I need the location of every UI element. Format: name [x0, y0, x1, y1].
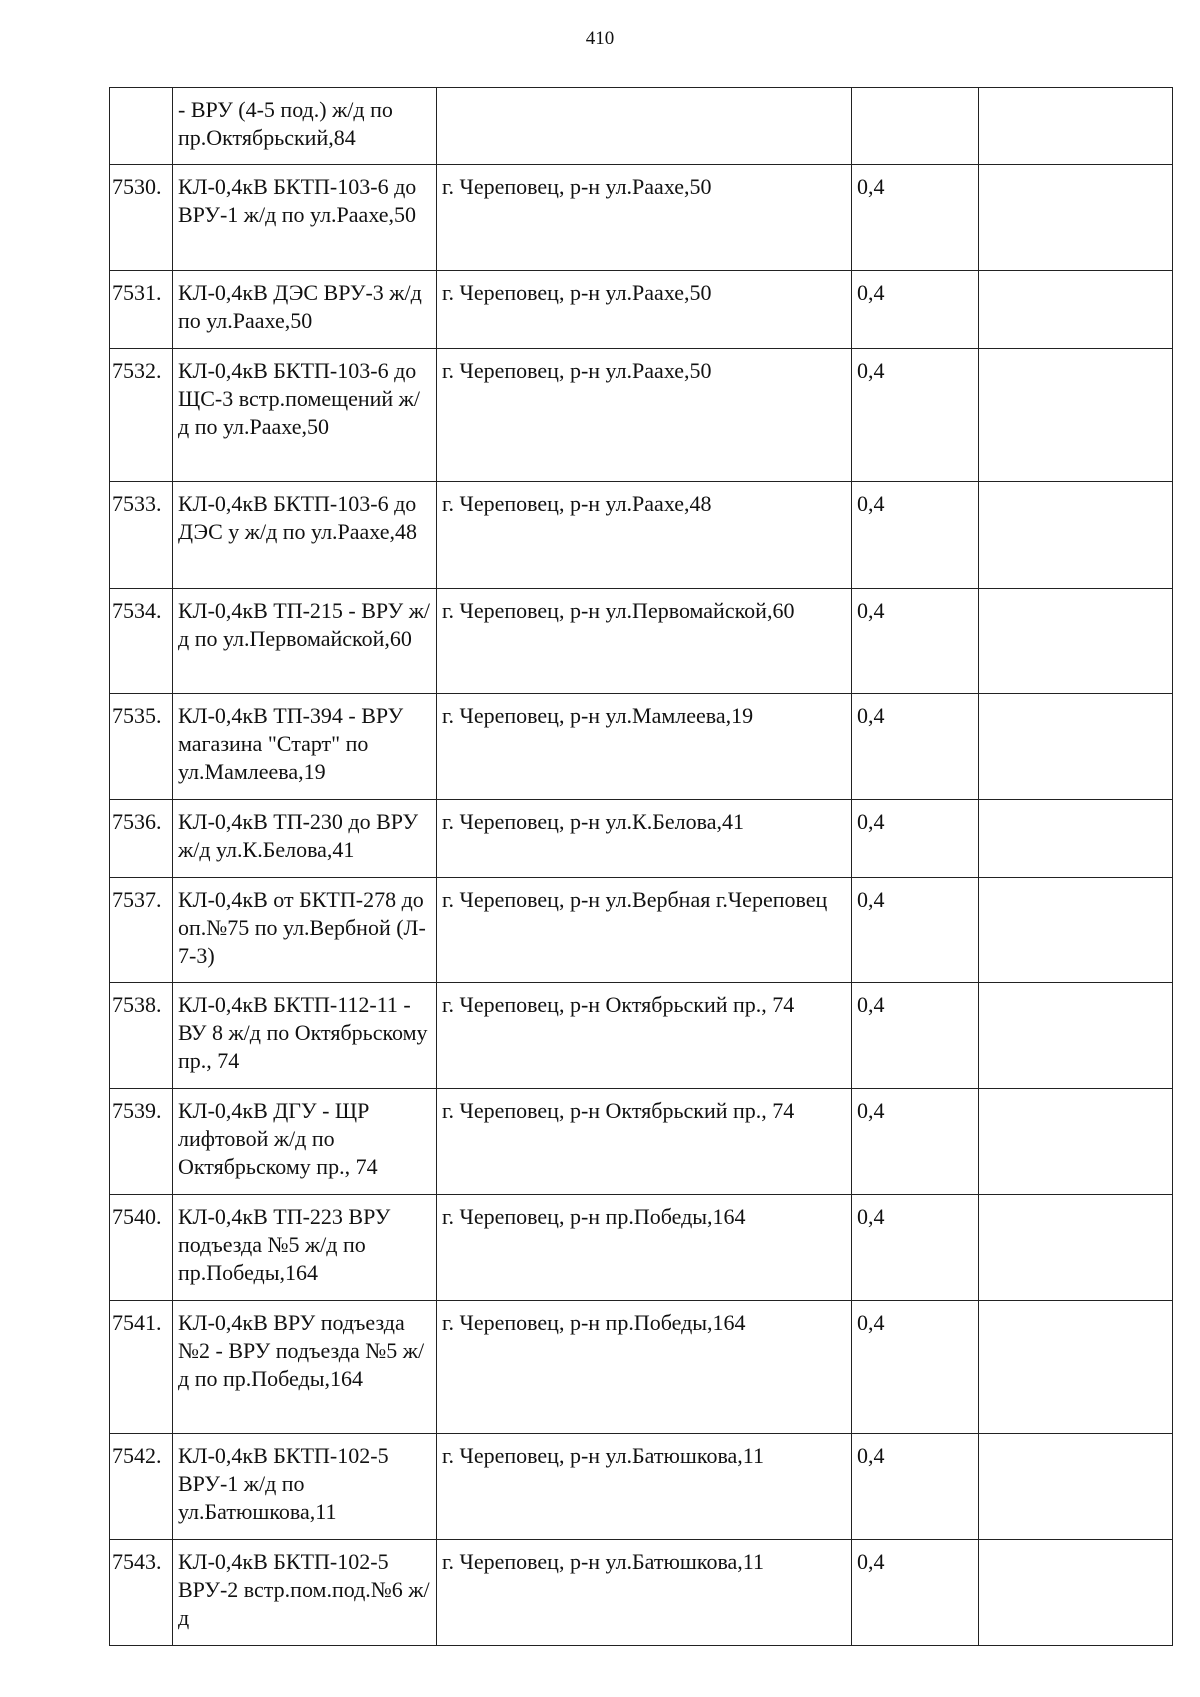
location-cell: г. Череповец, р-н пр.Победы,164 [436, 1194, 852, 1301]
empty-cell-cell [978, 693, 1173, 800]
line-name-cell: КЛ-0,4кВ ТП-230 до ВРУ ж/д ул.К.Белова,4… [172, 799, 437, 878]
line-name-cell: КЛ-0,4кВ ТП-223 ВРУ подъезда №5 ж/д по п… [172, 1194, 437, 1301]
empty-cell-cell [978, 87, 1173, 165]
line-name-cell: КЛ-0,4кВ БКТП-103-6 до ЩС-3 встр.помещен… [172, 348, 437, 482]
location-cell: г. Череповец, р-н ул.Вербная г.Череповец [436, 877, 852, 983]
location-cell: г. Череповец, р-н ул.Раахе,48 [436, 481, 852, 589]
empty-cell-cell [978, 1194, 1173, 1301]
voltage-cell: 0,4 [851, 982, 979, 1089]
location-cell: г. Череповец, р-н ул.Раахе,50 [436, 164, 852, 271]
empty-cell-cell [978, 348, 1173, 482]
line-name-cell: КЛ-0,4кВ БКТП-102-5 ВРУ-1 ж/д по ул.Батю… [172, 1433, 437, 1540]
voltage-cell: 0,4 [851, 1300, 979, 1434]
table-row: 7530. КЛ-0,4кВ БКТП-103-6 до ВРУ-1 ж/д по… [109, 164, 1173, 271]
location-cell: г. Череповец, р-н ул.Мамлеева,19 [436, 693, 852, 800]
row-number-cell: 7543. [109, 1539, 173, 1646]
location-cell: г. Череповец, р-н Октябрьский пр., 74 [436, 1088, 852, 1195]
table-row: 7533. КЛ-0,4кВ БКТП-103-6 до ДЭС у ж/д по… [109, 481, 1173, 589]
location-cell: г. Череповец, р-н Октябрьский пр., 74 [436, 982, 852, 1089]
page-number: 410 [585, 28, 615, 49]
location-cell: г. Череповец, р-н ул.Первомайской,60 [436, 588, 852, 694]
line-name-cell: КЛ-0,4кВ БКТП-103-6 до ДЭС у ж/д по ул.Р… [172, 481, 437, 589]
row-number-cell [109, 87, 173, 165]
table-row: 7540. КЛ-0,4кВ ТП-223 ВРУ подъезда №5 ж/д… [109, 1194, 1173, 1301]
voltage-cell: 0,4 [851, 1088, 979, 1195]
row-number-cell: 7538. [109, 982, 173, 1089]
row-number-cell: 7534. [109, 588, 173, 694]
table-row: 7538. КЛ-0,4кВ БКТП-112-11 - ВУ 8 ж/д по … [109, 982, 1173, 1089]
table-row: 7535. КЛ-0,4кВ ТП-394 - ВРУ магазина "Ста… [109, 693, 1173, 800]
location-cell: г. Череповец, р-н пр.Победы,164 [436, 1300, 852, 1434]
line-name-cell: КЛ-0,4кВ БКТП-112-11 - ВУ 8 ж/д по Октяб… [172, 982, 437, 1089]
table-row: 7536. КЛ-0,4кВ ТП-230 до ВРУ ж/д ул.К.Бел… [109, 799, 1173, 878]
empty-cell-cell [978, 1300, 1173, 1434]
voltage-cell: 0,4 [851, 1539, 979, 1646]
empty-cell-cell [978, 481, 1173, 589]
row-number-cell: 7537. [109, 877, 173, 983]
table-row: 7534. КЛ-0,4кВ ТП-215 - ВРУ ж/д по ул.Пер… [109, 588, 1173, 694]
line-name-cell: КЛ-0,4кВ БКТП-103-6 до ВРУ-1 ж/д по ул.Р… [172, 164, 437, 271]
row-number-cell: 7539. [109, 1088, 173, 1195]
line-name-cell: КЛ-0,4кВ ТП-394 - ВРУ магазина "Старт" п… [172, 693, 437, 800]
location-cell: г. Череповец, р-н ул.Батюшкова,11 [436, 1539, 852, 1646]
empty-cell-cell [978, 588, 1173, 694]
row-number-cell: 7536. [109, 799, 173, 878]
voltage-cell: 0,4 [851, 348, 979, 482]
row-number-cell: 7532. [109, 348, 173, 482]
empty-cell-cell [978, 877, 1173, 983]
line-name-cell: КЛ-0,4кВ от БКТП-278 до оп.№75 по ул.Вер… [172, 877, 437, 983]
voltage-cell: 0,4 [851, 1194, 979, 1301]
voltage-cell: 0,4 [851, 164, 979, 271]
line-name-cell: КЛ-0,4кВ ТП-215 - ВРУ ж/д по ул.Первомай… [172, 588, 437, 694]
empty-cell-cell [978, 1539, 1173, 1646]
registry-table: - ВРУ (4-5 под.) ж/д по пр.Октябрьский,8… [109, 87, 1173, 1646]
voltage-cell [851, 87, 979, 165]
table-row: 7543. КЛ-0,4кВ БКТП-102-5 ВРУ-2 встр.пом.… [109, 1539, 1173, 1646]
location-cell [436, 87, 852, 165]
location-cell: г. Череповец, р-н ул.Раахе,50 [436, 348, 852, 482]
voltage-cell: 0,4 [851, 1433, 979, 1540]
line-name-cell: - ВРУ (4-5 под.) ж/д по пр.Октябрьский,8… [172, 87, 437, 165]
table-row: 7541. КЛ-0,4кВ ВРУ подъезда №2 - ВРУ подъ… [109, 1300, 1173, 1434]
table-row: 7532. КЛ-0,4кВ БКТП-103-6 до ЩС-3 встр.по… [109, 348, 1173, 482]
row-number-cell: 7541. [109, 1300, 173, 1434]
voltage-cell: 0,4 [851, 270, 979, 349]
location-cell: г. Череповец, р-н ул.Батюшкова,11 [436, 1433, 852, 1540]
line-name-cell: КЛ-0,4кВ ДГУ - ЩР лифтовой ж/д по Октябр… [172, 1088, 437, 1195]
row-number-cell: 7531. [109, 270, 173, 349]
table-row: 7537. КЛ-0,4кВ от БКТП-278 до оп.№75 по у… [109, 877, 1173, 983]
table-row: 7539. КЛ-0,4кВ ДГУ - ЩР лифтовой ж/д по О… [109, 1088, 1173, 1195]
empty-cell-cell [978, 270, 1173, 349]
empty-cell-cell [978, 164, 1173, 271]
row-number-cell: 7542. [109, 1433, 173, 1540]
voltage-cell: 0,4 [851, 588, 979, 694]
empty-cell-cell [978, 1088, 1173, 1195]
table-row: - ВРУ (4-5 под.) ж/д по пр.Октябрьский,8… [109, 87, 1173, 165]
location-cell: г. Череповец, р-н ул.Раахе,50 [436, 270, 852, 349]
empty-cell-cell [978, 799, 1173, 878]
row-number-cell: 7540. [109, 1194, 173, 1301]
voltage-cell: 0,4 [851, 799, 979, 878]
row-number-cell: 7535. [109, 693, 173, 800]
empty-cell-cell [978, 1433, 1173, 1540]
table-row: 7531. КЛ-0,4кВ ДЭС ВРУ-3 ж/д по ул.Раахе,… [109, 270, 1173, 349]
table-row: 7542. КЛ-0,4кВ БКТП-102-5 ВРУ-1 ж/д по ул… [109, 1433, 1173, 1540]
voltage-cell: 0,4 [851, 877, 979, 983]
line-name-cell: КЛ-0,4кВ ДЭС ВРУ-3 ж/д по ул.Раахе,50 [172, 270, 437, 349]
voltage-cell: 0,4 [851, 481, 979, 589]
voltage-cell: 0,4 [851, 693, 979, 800]
line-name-cell: КЛ-0,4кВ ВРУ подъезда №2 - ВРУ подъезда … [172, 1300, 437, 1434]
row-number-cell: 7533. [109, 481, 173, 589]
location-cell: г. Череповец, р-н ул.К.Белова,41 [436, 799, 852, 878]
row-number-cell: 7530. [109, 164, 173, 271]
line-name-cell: КЛ-0,4кВ БКТП-102-5 ВРУ-2 встр.пом.под.№… [172, 1539, 437, 1646]
empty-cell-cell [978, 982, 1173, 1089]
